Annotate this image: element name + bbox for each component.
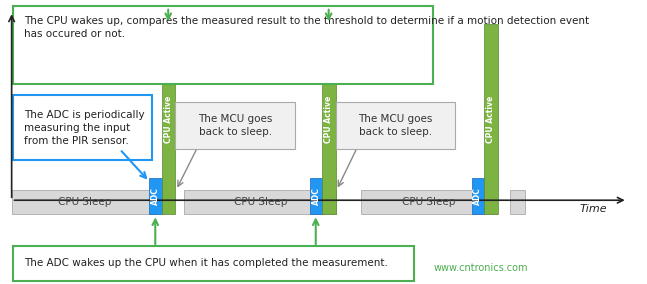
- Bar: [361, 190, 497, 214]
- Text: ADC: ADC: [151, 187, 160, 205]
- Bar: [510, 190, 525, 214]
- Bar: [484, 24, 498, 214]
- Text: CPU Sleep: CPU Sleep: [402, 197, 455, 207]
- FancyBboxPatch shape: [336, 102, 455, 149]
- Text: The MCU goes
back to sleep.: The MCU goes back to sleep.: [358, 114, 433, 137]
- Text: ADC: ADC: [474, 187, 482, 205]
- FancyBboxPatch shape: [13, 95, 152, 160]
- Text: CPU Active: CPU Active: [164, 96, 173, 143]
- Bar: [310, 178, 322, 214]
- FancyBboxPatch shape: [175, 102, 295, 149]
- Bar: [322, 24, 336, 214]
- Text: The CPU wakes up, compares the measured result to the threshold to determine if : The CPU wakes up, compares the measured …: [24, 16, 589, 39]
- Text: Time: Time: [579, 204, 607, 214]
- Bar: [162, 24, 175, 214]
- Text: CPU Active: CPU Active: [325, 96, 333, 143]
- Text: The ADC is periodically
measuring the input
from the PIR sensor.: The ADC is periodically measuring the in…: [24, 110, 144, 146]
- Text: CPU Sleep: CPU Sleep: [58, 197, 111, 207]
- Text: www.cntronics.com: www.cntronics.com: [433, 263, 528, 273]
- Text: The MCU goes
back to sleep.: The MCU goes back to sleep.: [198, 114, 272, 137]
- Bar: [12, 190, 157, 214]
- Bar: [184, 190, 336, 214]
- FancyBboxPatch shape: [13, 246, 414, 281]
- Text: The ADC wakes up the CPU when it has completed the measurement.: The ADC wakes up the CPU when it has com…: [24, 258, 388, 268]
- Bar: [149, 178, 162, 214]
- Text: CPU Sleep: CPU Sleep: [234, 197, 287, 207]
- FancyBboxPatch shape: [13, 6, 433, 84]
- Text: ADC: ADC: [312, 187, 320, 205]
- Text: CPU Active: CPU Active: [487, 96, 495, 143]
- Bar: [472, 178, 484, 214]
